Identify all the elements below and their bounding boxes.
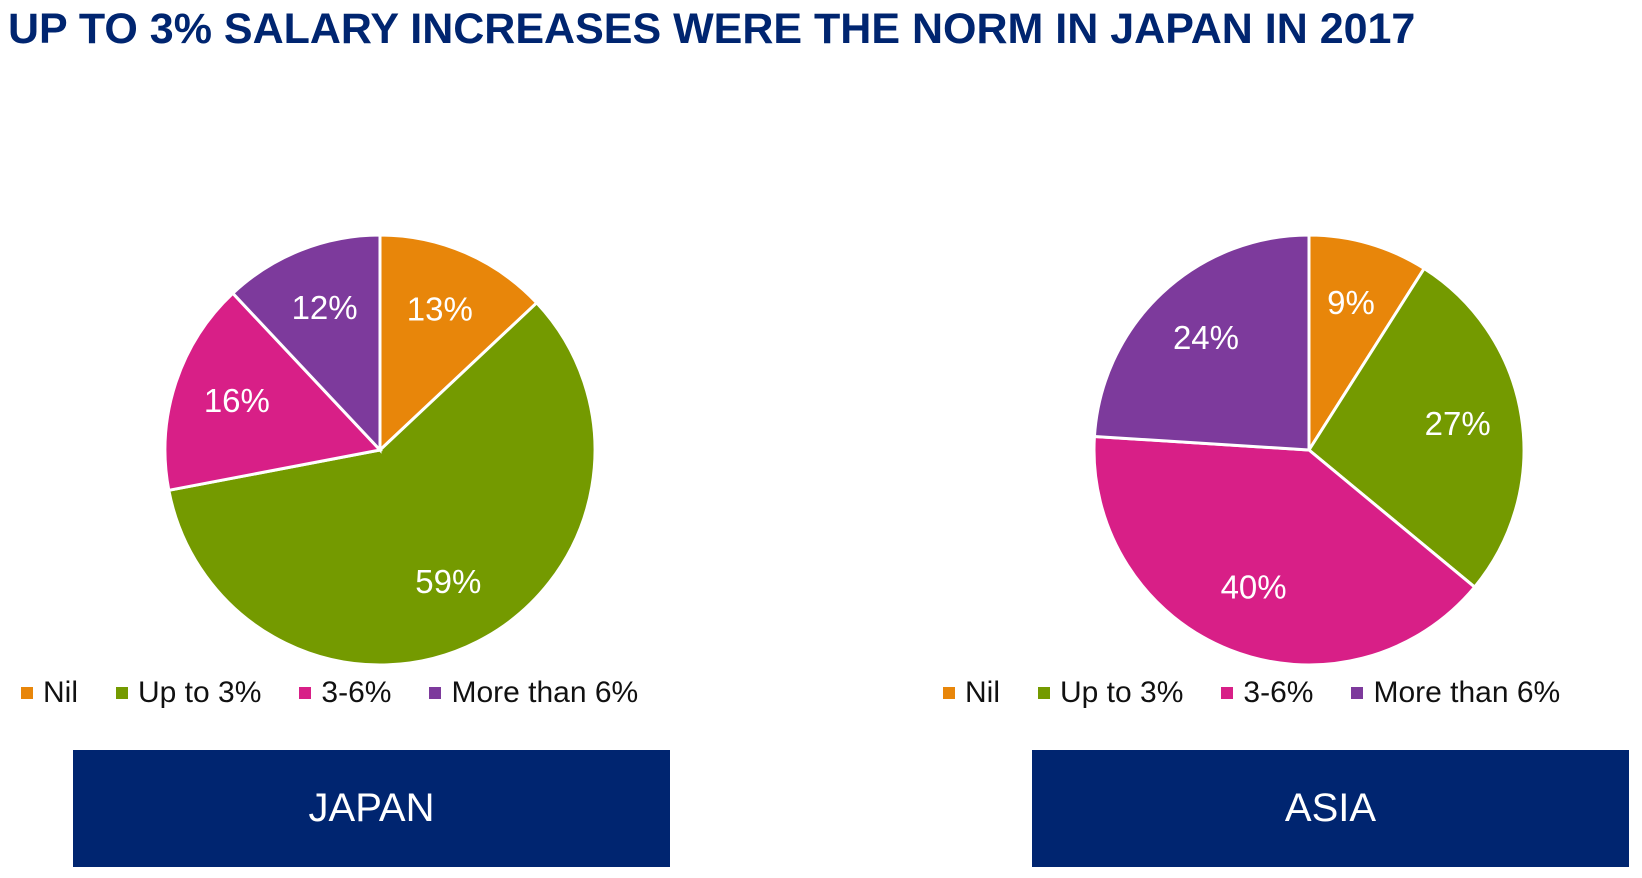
legend-swatch <box>429 687 442 699</box>
page-title: UP TO 3% SALARY INCREASES WERE THE NORM … <box>8 5 1416 53</box>
legend-item: 3-6% <box>1221 676 1313 710</box>
legend-label: More than 6% <box>451 676 639 709</box>
pie-slice <box>1092 434 1477 667</box>
legend-label: More than 6% <box>1373 676 1561 709</box>
data-label: 13% <box>407 291 473 328</box>
legend-item: More than 6% <box>1351 676 1560 710</box>
pie-chart: 13% 59% 16% 12% <box>163 233 597 667</box>
pie-slice <box>163 291 383 493</box>
legend-label: 3-6% <box>1243 676 1314 709</box>
legend-swatch <box>21 687 33 699</box>
chart-title: JAPAN <box>73 750 670 867</box>
data-label: 59% <box>415 563 481 600</box>
legend-swatch <box>943 687 955 699</box>
legend-swatch <box>116 687 128 699</box>
pie-slice <box>378 233 539 454</box>
legend-swatch <box>299 687 312 699</box>
legend-label: Nil <box>965 676 1000 709</box>
data-label: 27% <box>1425 405 1491 442</box>
data-label: 12% <box>292 289 358 326</box>
chart-panel: 9% 27% 40% 24% Nil Up to 3% 3-6% More than 6% AS… <box>922 0 1642 878</box>
data-label: 16% <box>204 382 270 419</box>
data-label: 40% <box>1221 569 1287 606</box>
legend-label: Nil <box>43 676 78 709</box>
pie-slice <box>230 233 382 454</box>
legend-item: 3-6% <box>299 676 391 710</box>
legend-swatch <box>1221 687 1234 699</box>
pie-slice <box>1307 266 1526 590</box>
pie-chart: 9% 27% 40% 24% <box>1092 233 1526 667</box>
pie-slice <box>1092 233 1311 452</box>
pie-slice <box>1307 233 1427 456</box>
legend: Nil Up to 3% 3-6% More than 6% <box>21 676 638 710</box>
pie-slice <box>167 300 597 667</box>
data-label: 9% <box>1327 284 1375 321</box>
legend-swatch <box>1038 687 1050 699</box>
legend-label: 3-6% <box>321 676 392 709</box>
legend: Nil Up to 3% 3-6% More than 6% <box>943 676 1560 710</box>
legend-label: Up to 3% <box>138 676 262 709</box>
legend-item: Up to 3% <box>1038 676 1183 710</box>
legend-item: Nil <box>21 676 78 710</box>
chart-title: ASIA <box>1032 750 1629 867</box>
legend-item: More than 6% <box>429 676 638 710</box>
data-label: 24% <box>1173 319 1239 356</box>
chart-panel: 13% 59% 16% 12% Nil Up to 3% 3-6% More than 6% J… <box>0 0 720 878</box>
legend-item: Nil <box>943 676 1000 710</box>
legend-label: Up to 3% <box>1060 676 1184 709</box>
legend-swatch <box>1351 687 1364 699</box>
legend-item: Up to 3% <box>116 676 261 710</box>
